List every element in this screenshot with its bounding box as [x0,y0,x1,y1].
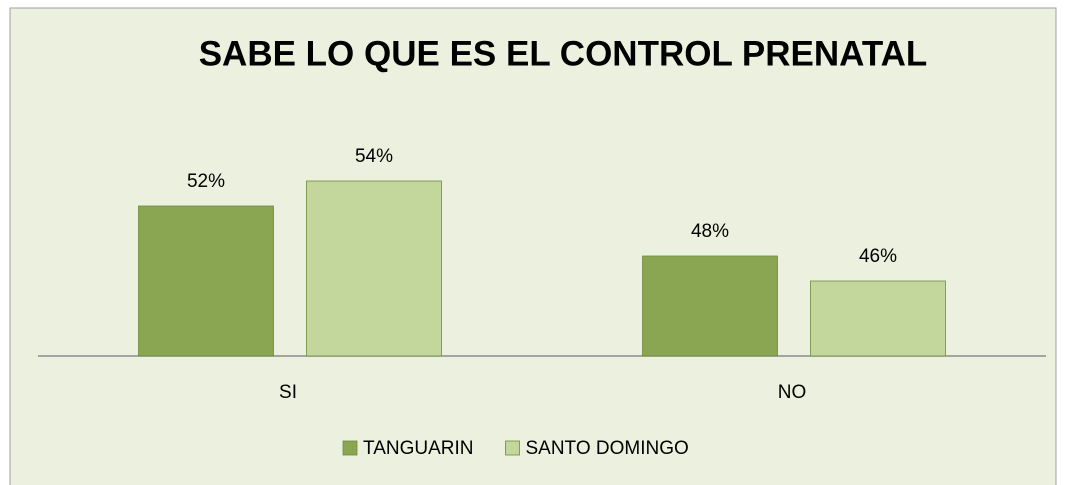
value-label: 48% [691,221,729,242]
legend-label: TANGUARIN [363,438,473,459]
x-tick-label: SI [279,382,297,403]
legend-swatch [342,440,358,456]
chart-title: SABE LO QUE ES EL CONTROL PRENATAL [199,34,928,73]
bar [810,280,946,357]
bar [642,255,778,357]
bar [306,180,442,357]
legend-swatch [505,440,520,456]
value-label: 52% [187,171,225,192]
value-label: 46% [859,246,897,267]
x-tick-label: NO [778,382,807,403]
bar [138,205,274,357]
value-label: 54% [355,146,393,167]
legend-label: SANTO DOMINGO [525,438,688,459]
